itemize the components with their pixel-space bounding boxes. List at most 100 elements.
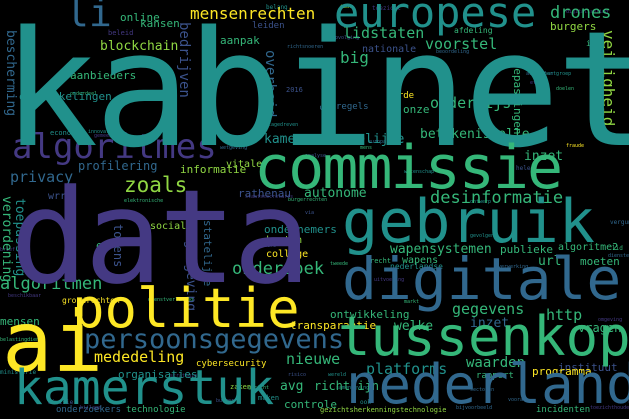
- word-gericht: gericht: [248, 385, 270, 391]
- word-onderzoekers: onderzoekers: [56, 405, 122, 415]
- word-2016: 2016: [286, 86, 303, 94]
- word-overheid: overheid: [262, 50, 278, 118]
- word-europa: europa: [368, 139, 387, 145]
- word-li: li: [66, 0, 112, 35]
- word-onze: onze: [403, 103, 430, 116]
- word-omgeving: omgeving: [598, 317, 623, 323]
- word-toepassingen: toepassingen: [511, 55, 524, 135]
- word-platforms: platforms: [366, 360, 448, 378]
- word-richtsnoeren: richtsnoeren: [287, 44, 324, 50]
- word-http: http: [546, 306, 583, 324]
- word-aanpak: aanpak: [220, 34, 260, 47]
- word-lidstaten: lidstaten: [343, 24, 425, 42]
- word-welke: welke: [394, 319, 434, 334]
- word-toezichthouders: toezichthouders: [590, 405, 629, 411]
- word-cybersecurity: cybersecurity: [196, 359, 267, 369]
- word-rapport: rapport: [476, 371, 514, 381]
- word-strategie: strategie: [170, 373, 198, 379]
- word-inzet: inzet: [524, 149, 564, 164]
- word-gevolgen: gevolgen: [470, 233, 495, 239]
- word-wereld: wereld: [328, 372, 347, 378]
- word-lid: lid: [612, 245, 623, 252]
- word-wetgeving: wetgeving: [220, 145, 248, 151]
- word-voorstel: voorstel: [425, 35, 498, 53]
- word-burgerrechten: burgerrechten: [288, 197, 328, 203]
- word-college: college: [266, 249, 309, 260]
- word-controle: controle: [284, 398, 337, 411]
- word-sectoren: sectoren: [470, 387, 495, 393]
- word-innovatie: innovatie: [88, 129, 116, 135]
- word-belastingdienst: belastingdienst: [0, 337, 46, 343]
- word-economie: economie: [50, 129, 84, 137]
- word-tokens: tokens: [111, 224, 125, 268]
- word-datagedreven: datagedreven: [262, 122, 299, 128]
- word-ontwerp: ontwerp: [470, 199, 492, 205]
- word-doelen: doelen: [556, 86, 575, 92]
- word-zaken: zaken: [230, 383, 252, 391]
- word-statelijke: statelijke: [201, 220, 214, 287]
- word-toezicht: toezicht: [372, 5, 401, 12]
- word-data: data: [10, 161, 311, 313]
- word-beschikbaar: beschikbaar: [8, 293, 42, 299]
- word-ontwikkeling: ontwikkeling: [330, 308, 410, 321]
- word-maken: maken: [258, 394, 280, 402]
- word-regels: regels: [336, 102, 369, 112]
- word-bedrijven: bedrijven: [176, 22, 192, 98]
- word-privacy: privacy: [10, 168, 74, 186]
- word-via: via: [305, 210, 315, 216]
- word-beleid: beleid: [108, 29, 134, 37]
- word-onderdeel: onderdeel: [70, 91, 98, 97]
- word-instituut: instituut: [558, 361, 618, 374]
- word-belang: belang: [266, 4, 288, 11]
- word-fraude: fraude: [566, 143, 585, 149]
- word-richtlijn: richtlijn: [314, 379, 380, 393]
- word-europese: europese: [334, 0, 537, 37]
- word-grondrechten: grondrechten: [62, 296, 120, 305]
- word-wrr: wrr: [48, 191, 67, 202]
- word-kansen: kansen: [140, 17, 180, 30]
- word-afdeling: afdeling: [454, 26, 493, 35]
- word-kabinet: kabinet: [2, 0, 629, 183]
- word-nederlandse: nederlandse: [390, 262, 443, 271]
- word-technologie: technologie: [126, 405, 186, 415]
- word-regelgeving: regelgeving: [183, 225, 198, 312]
- word-sociale: sociale: [150, 221, 193, 232]
- word-verordening: verordening: [0, 196, 14, 283]
- word-transparantie: transparantie: [290, 319, 377, 332]
- word-burger: burger: [216, 398, 235, 404]
- word-veiligheid: veiligheid: [599, 30, 618, 127]
- word-autonome: autonome: [304, 186, 367, 201]
- word-dienstverlening: dienstverlening: [148, 297, 194, 303]
- word-url: url: [538, 254, 562, 269]
- word-algoritmen: algoritmen: [0, 274, 103, 294]
- word-uitvoering: uitvoering: [374, 277, 405, 283]
- word-bijlage: bijlage: [80, 405, 102, 411]
- word-mensenrechten: mensenrechten: [190, 4, 316, 23]
- word-informatie: informatie: [180, 163, 247, 176]
- word-inzet-2: inzet: [470, 316, 510, 331]
- word-politie: politie: [72, 277, 300, 340]
- word-moeten: moeten: [580, 255, 620, 268]
- word-beoordeling: beoordeling: [436, 49, 470, 55]
- word-zoals: zoals: [124, 173, 188, 197]
- word-mensen: mensen: [0, 315, 40, 328]
- word-vergunning: vergunning: [610, 219, 629, 226]
- word-kamer: kamer: [264, 132, 304, 147]
- word-risico: risico: [288, 372, 307, 378]
- word-organisaties: organisaties: [118, 368, 198, 381]
- word-nationale: nationale: [362, 44, 417, 55]
- word-incidenten: incidenten: [536, 405, 591, 415]
- word-derde: derde: [387, 91, 415, 101]
- word-wetenschap: wetenschap: [404, 169, 435, 175]
- word-nadere: nadere: [258, 243, 277, 249]
- word-leiden: leiden: [252, 21, 285, 31]
- word-bijvoorbeeld: bijvoorbeeld: [456, 405, 493, 411]
- word-nieuwe: nieuwe: [286, 350, 341, 368]
- word-diensten: diensten: [608, 253, 629, 259]
- word-elektronische: elektronische: [124, 198, 164, 204]
- word-tussenkop: tussenkop: [338, 305, 629, 368]
- word-wapens: wapens: [402, 255, 439, 266]
- word-bescherming: bescherming: [3, 30, 18, 117]
- word-algoritmes: algoritmes: [12, 127, 217, 167]
